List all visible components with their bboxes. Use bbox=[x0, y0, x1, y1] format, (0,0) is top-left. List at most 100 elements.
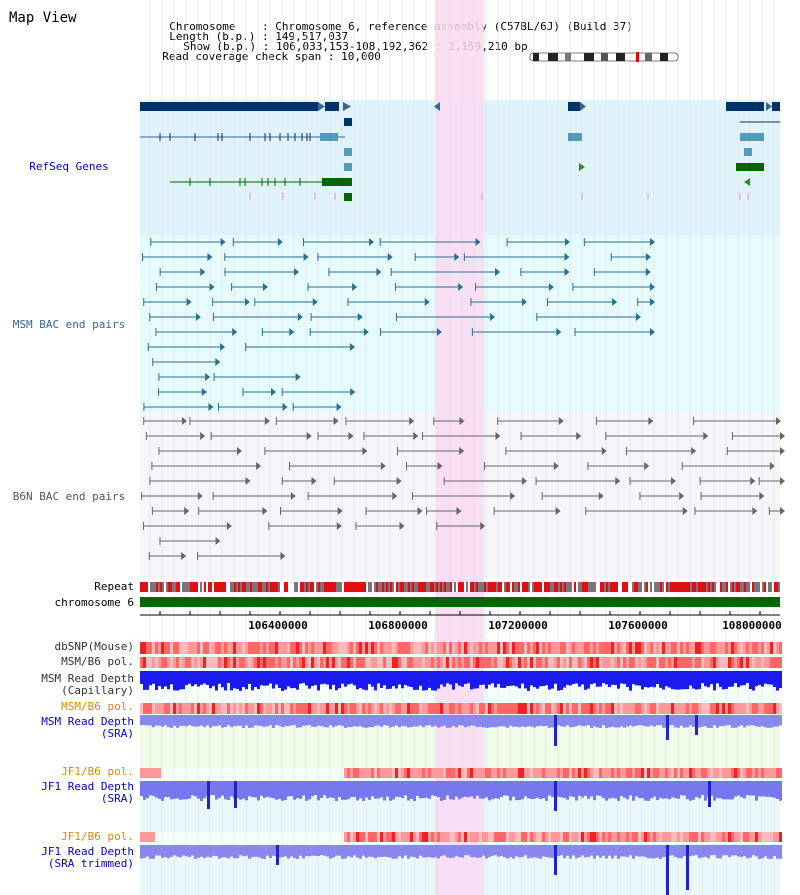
depth-bin bbox=[146, 671, 149, 690]
pol-bin bbox=[572, 657, 575, 668]
pol-bin bbox=[428, 657, 431, 668]
pol-bin bbox=[467, 832, 470, 842]
polymorphism-tracks[interactable] bbox=[140, 642, 782, 842]
pol-bin bbox=[671, 832, 674, 842]
refseq-genes-label[interactable]: RefSeq Genes bbox=[29, 160, 109, 173]
depth-bin bbox=[635, 781, 638, 797]
read-depth-tracks[interactable] bbox=[140, 671, 782, 895]
depth-bin bbox=[197, 715, 200, 727]
repeat-block bbox=[224, 582, 226, 592]
depth-bin bbox=[569, 671, 572, 686]
pol-bin bbox=[257, 657, 260, 668]
depth-bin bbox=[758, 845, 761, 859]
repeat-track[interactable] bbox=[140, 582, 780, 592]
pol-bin bbox=[731, 832, 734, 842]
depth-bin bbox=[743, 845, 746, 857]
depth-bin bbox=[602, 845, 605, 856]
pol-bin bbox=[515, 703, 518, 714]
pol-bin bbox=[488, 768, 491, 778]
pol-bin bbox=[725, 832, 728, 842]
refseq-genes[interactable] bbox=[140, 102, 780, 201]
b6n-bac-label[interactable]: B6N BAC end pairs bbox=[12, 490, 126, 503]
pol-bin bbox=[323, 703, 326, 714]
depth-bin bbox=[269, 781, 272, 798]
pol-bin bbox=[644, 642, 647, 654]
pol-bin bbox=[560, 832, 563, 842]
pol-bin bbox=[500, 642, 503, 654]
pol-bin bbox=[776, 657, 779, 668]
repeat-block bbox=[666, 582, 668, 592]
pol-bin bbox=[707, 642, 710, 654]
axis-tick-label-4: 107600000 bbox=[608, 619, 668, 632]
pol-bin bbox=[170, 642, 173, 654]
pol-bin bbox=[155, 642, 158, 654]
pol-bin bbox=[428, 642, 431, 654]
depth-bin bbox=[422, 715, 425, 728]
depth-bin bbox=[515, 845, 518, 857]
depth-bin bbox=[158, 671, 161, 686]
pol-bin bbox=[290, 642, 293, 654]
pol-bin bbox=[701, 703, 704, 714]
chromosome-ideogram[interactable] bbox=[529, 52, 679, 62]
depth-bin bbox=[560, 715, 563, 727]
pol-bin bbox=[569, 703, 572, 714]
depth-bin bbox=[314, 671, 317, 686]
pol-bin bbox=[725, 657, 728, 668]
pol-bin bbox=[500, 832, 503, 842]
depth-bin bbox=[449, 781, 452, 800]
pol-bin bbox=[338, 642, 341, 654]
pol-bin bbox=[497, 657, 500, 668]
repeat-block bbox=[684, 582, 686, 592]
depth-bin bbox=[704, 671, 707, 687]
depth-bin bbox=[461, 671, 464, 687]
depth-bin bbox=[683, 845, 686, 857]
pol-bin bbox=[653, 832, 656, 842]
depth-bin bbox=[692, 781, 695, 800]
depth-bin bbox=[500, 845, 503, 856]
pol-bin bbox=[362, 657, 365, 668]
repeat-block bbox=[278, 582, 280, 592]
bac-end bbox=[645, 268, 651, 276]
bac-end-pairs[interactable] bbox=[141, 238, 785, 560]
depth-bin bbox=[161, 845, 164, 858]
bac-end bbox=[294, 268, 300, 276]
depth-bin bbox=[641, 781, 644, 799]
depth-bin bbox=[752, 845, 755, 856]
depth-bin bbox=[656, 715, 659, 726]
depth-bin bbox=[389, 671, 392, 689]
repeat-block bbox=[236, 582, 238, 592]
pol-bin bbox=[614, 703, 617, 714]
pol-bin bbox=[407, 832, 410, 842]
pol-bin bbox=[674, 832, 677, 842]
repeat-block bbox=[690, 582, 692, 592]
jf1-pol2-label: JF1/B6 pol. bbox=[61, 830, 134, 843]
depth-bin bbox=[593, 845, 596, 859]
depth-bin bbox=[734, 781, 737, 797]
repeat-block bbox=[212, 582, 214, 592]
pol-bin bbox=[629, 642, 632, 654]
depth-bin bbox=[428, 845, 431, 858]
pol-bin bbox=[722, 832, 725, 842]
depth-bin bbox=[404, 781, 407, 796]
depth-bin bbox=[350, 671, 353, 684]
repeat-block bbox=[378, 582, 380, 592]
depth-bin bbox=[257, 715, 260, 726]
pol-bin bbox=[449, 657, 452, 668]
depth-bin bbox=[269, 845, 272, 859]
depth-bin bbox=[278, 845, 281, 858]
pol-bin bbox=[416, 642, 419, 654]
msm-bac-label[interactable]: MSM BAC end pairs bbox=[12, 318, 126, 331]
depth-bin bbox=[623, 845, 626, 857]
pol-bin bbox=[389, 657, 392, 668]
pol-bin bbox=[263, 642, 266, 654]
depth-bin bbox=[407, 781, 410, 801]
pol-bin bbox=[509, 657, 512, 668]
pol-bin bbox=[707, 657, 710, 668]
pol-bin bbox=[728, 642, 731, 654]
pol-bin bbox=[581, 832, 584, 842]
pol-bin bbox=[509, 703, 512, 714]
depth-bin bbox=[725, 715, 728, 726]
repeat-block bbox=[314, 582, 316, 592]
repeat-block bbox=[546, 582, 548, 592]
